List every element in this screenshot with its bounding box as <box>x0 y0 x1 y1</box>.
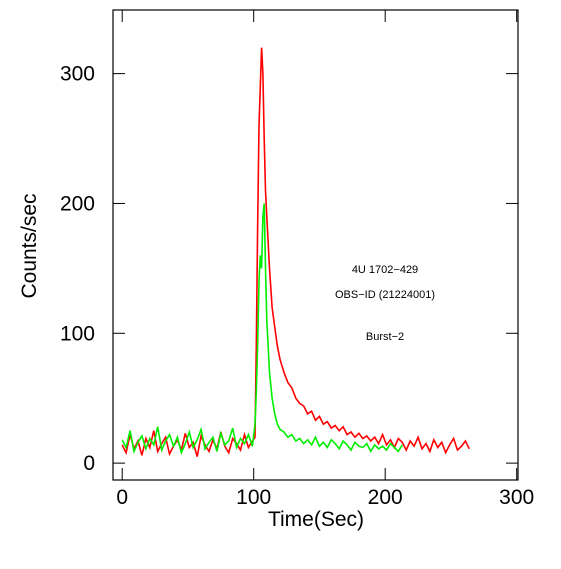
x-tick-label: 0 <box>116 486 128 509</box>
x-tick-label: 200 <box>368 486 403 509</box>
series-line <box>121 47 471 457</box>
annotation: Burst−2 <box>366 331 404 343</box>
series-line <box>121 203 403 456</box>
y-tick-label: 300 <box>60 63 95 86</box>
y-axis-label: Counts/sec <box>18 193 41 298</box>
x-tick-label: 100 <box>236 486 271 509</box>
annotation: 4U 1702−429 <box>352 264 418 276</box>
plot-frame <box>112 9 519 481</box>
y-tick-label: 0 <box>83 452 95 475</box>
x-tick-label: 300 <box>499 486 534 509</box>
x-axis-label: Time(Sec) <box>268 508 364 531</box>
annotation: OBS−ID (21224001) <box>335 289 435 301</box>
y-tick-label: 200 <box>60 192 95 215</box>
y-tick-label: 100 <box>60 322 95 345</box>
